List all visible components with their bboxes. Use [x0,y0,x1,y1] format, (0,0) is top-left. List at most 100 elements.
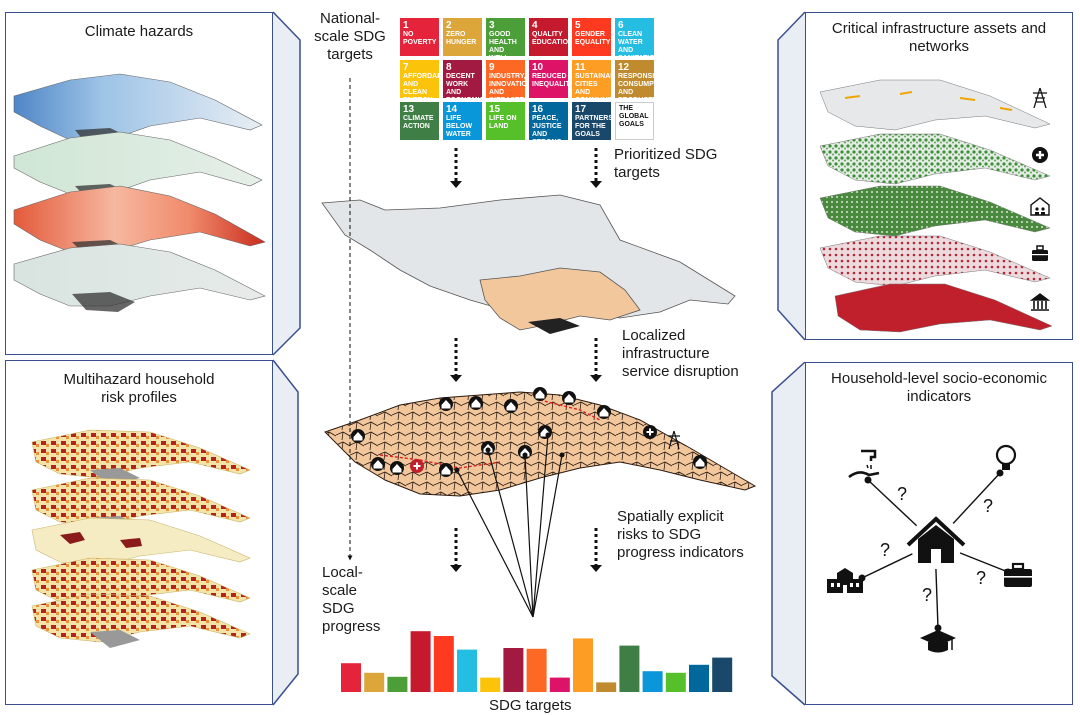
sdg-tile-number: 5 [575,20,581,31]
sdg-bar-10 [549,677,570,692]
sdg-bar-3 [387,676,408,692]
house-marker-shape [373,460,383,469]
sdg-tile-label: THE GLOBAL GOALS [619,105,649,128]
sdg-tile-17: 17PARTNERSHIPS FOR THE GOALS [572,102,611,140]
flow-arrows [450,148,602,572]
risk-profile-detail [90,630,140,648]
sdg-tile-number: 15 [489,104,501,115]
question-mark: ? [983,496,993,516]
sdg-tile-number: 7 [403,62,409,73]
sdg-tile-number: 3 [489,20,495,31]
socioeconomic-title: Household-level socio-economic indicator… [831,370,1047,405]
sdg-tile-number: 17 [575,104,587,115]
flow-arrow-head [590,565,602,572]
household-link-line [532,454,563,618]
infrastructure-maps [819,79,1053,333]
multihazard-title: Multihazard household risk profiles [63,371,215,406]
socioeconomic-diagram: ? ? ? ? ? [827,444,1032,653]
risk-profile-map [31,477,251,527]
house-marker-shape [353,432,363,441]
sdg-tile-label: ZERO HUNGER [446,31,477,46]
education-network-map [819,185,1051,237]
sdg-bar-1 [341,663,361,692]
sdg-tile-label: GENDER EQUALITY [575,31,611,46]
sdg-tile-label: PEACE, JUSTICE AND STRONG INSTITUTIONS [532,115,562,140]
sdg-tile-2: 2 ZERO HUNGER [443,18,482,56]
briefcase-icon [1032,245,1048,261]
house-icon [538,425,552,439]
sdg-tile-label: GOOD HEALTH AND WELL-BEING [489,31,517,56]
left-top-connector [272,11,301,356]
sdg-bar-2 [364,672,385,692]
node [996,469,1004,477]
national-map [321,194,736,334]
sdg-tile-number: 11 [575,62,586,73]
sdg-tile-13: 13 CLIMATE ACTION [400,102,439,140]
sdg-tile-1: 1 NO POVERTY [400,18,439,56]
lightbulb-icon [995,444,1017,470]
house-marker-shape [441,400,451,409]
sdg-tile-label: LIFE ON LAND [489,115,517,130]
sdg-tile-label: AFFORDABLE AND CLEAN ENERGY [403,73,439,98]
flow-arrow-head [590,375,602,382]
right-bottom-connector [771,361,806,706]
house-marker-shape [599,408,609,417]
house-icon [533,387,547,401]
risk-profile-detail [60,532,142,548]
sdg-tile-number: 16 [532,104,544,115]
household-link-line [456,469,534,618]
sdg-tile-label: LIFE BELOW WATER [446,115,473,138]
sdg-tile-number: 1 [403,20,409,31]
sdg-tiles-grid: 1 NO POVERTY 2 ZERO HUNGER 3 GOOD HEALTH AND … [400,18,655,142]
house-icon [562,391,576,405]
question-mark: ? [897,484,907,504]
house-icon [439,397,453,411]
local-infrastructure-map [324,391,757,497]
left-bottom-connector [272,359,299,706]
prioritized-label: Prioritized SDG targets [614,146,718,181]
sdg-bar-13 [619,645,640,692]
sdg-tile-number: 13 [403,104,415,115]
multihazard-risk-maps [31,429,251,648]
sdg-tile-number: 10 [532,62,544,73]
sdg-tile-label: PARTNERSHIPS FOR THE GOALS [575,115,611,138]
sdg-tile-number: 12 [618,62,630,73]
power-pylon-icon [1033,87,1047,109]
house-icon [439,463,453,477]
flow-arrow-head [450,181,462,188]
hospital-icon [1032,147,1048,163]
household-to-sdg-links [454,432,565,618]
node [934,624,942,632]
cyclone-hazard-map [13,243,266,307]
sdg-tile-12: 12RESPONSIBLE CONSUMPTION AND PRODUCTION [615,60,654,98]
sdg-tile-number: 6 [618,20,624,31]
local-scale-label: Local- scale SDG progress [322,564,381,635]
sdg-tile-number: 8 [446,62,452,73]
sdg-tile-label: SUSTAINABLE CITIES AND COMMUNITIES [575,73,611,98]
sdg-bar-14 [642,671,663,692]
sdg-bar-5 [433,636,454,692]
climate-hazard-maps [13,73,266,312]
sdg-bar-6 [457,649,477,692]
house-icon [597,405,611,419]
house-marker-shape [535,390,545,399]
house-marker-shape [392,464,402,473]
sdg-tile-label: RESPONSIBLE CONSUMPTION AND PRODUCTION [618,73,654,98]
house-icon [469,396,483,410]
localized-label: Localized infrastructure service disrupt… [622,327,739,380]
household-markers [351,387,707,477]
sdg-tile-label: DECENT WORK AND ECONOMIC GROWTH [446,73,482,98]
risk-profile-map [31,593,251,643]
sdg-tile-label: CLIMATE ACTION [403,115,434,130]
house-icon [504,399,518,413]
house-icon [351,429,365,443]
flow-arrow-head [450,375,462,382]
hospital-icon [643,425,657,439]
disrupted-road [379,454,501,469]
hand-wash-icon [848,449,880,479]
